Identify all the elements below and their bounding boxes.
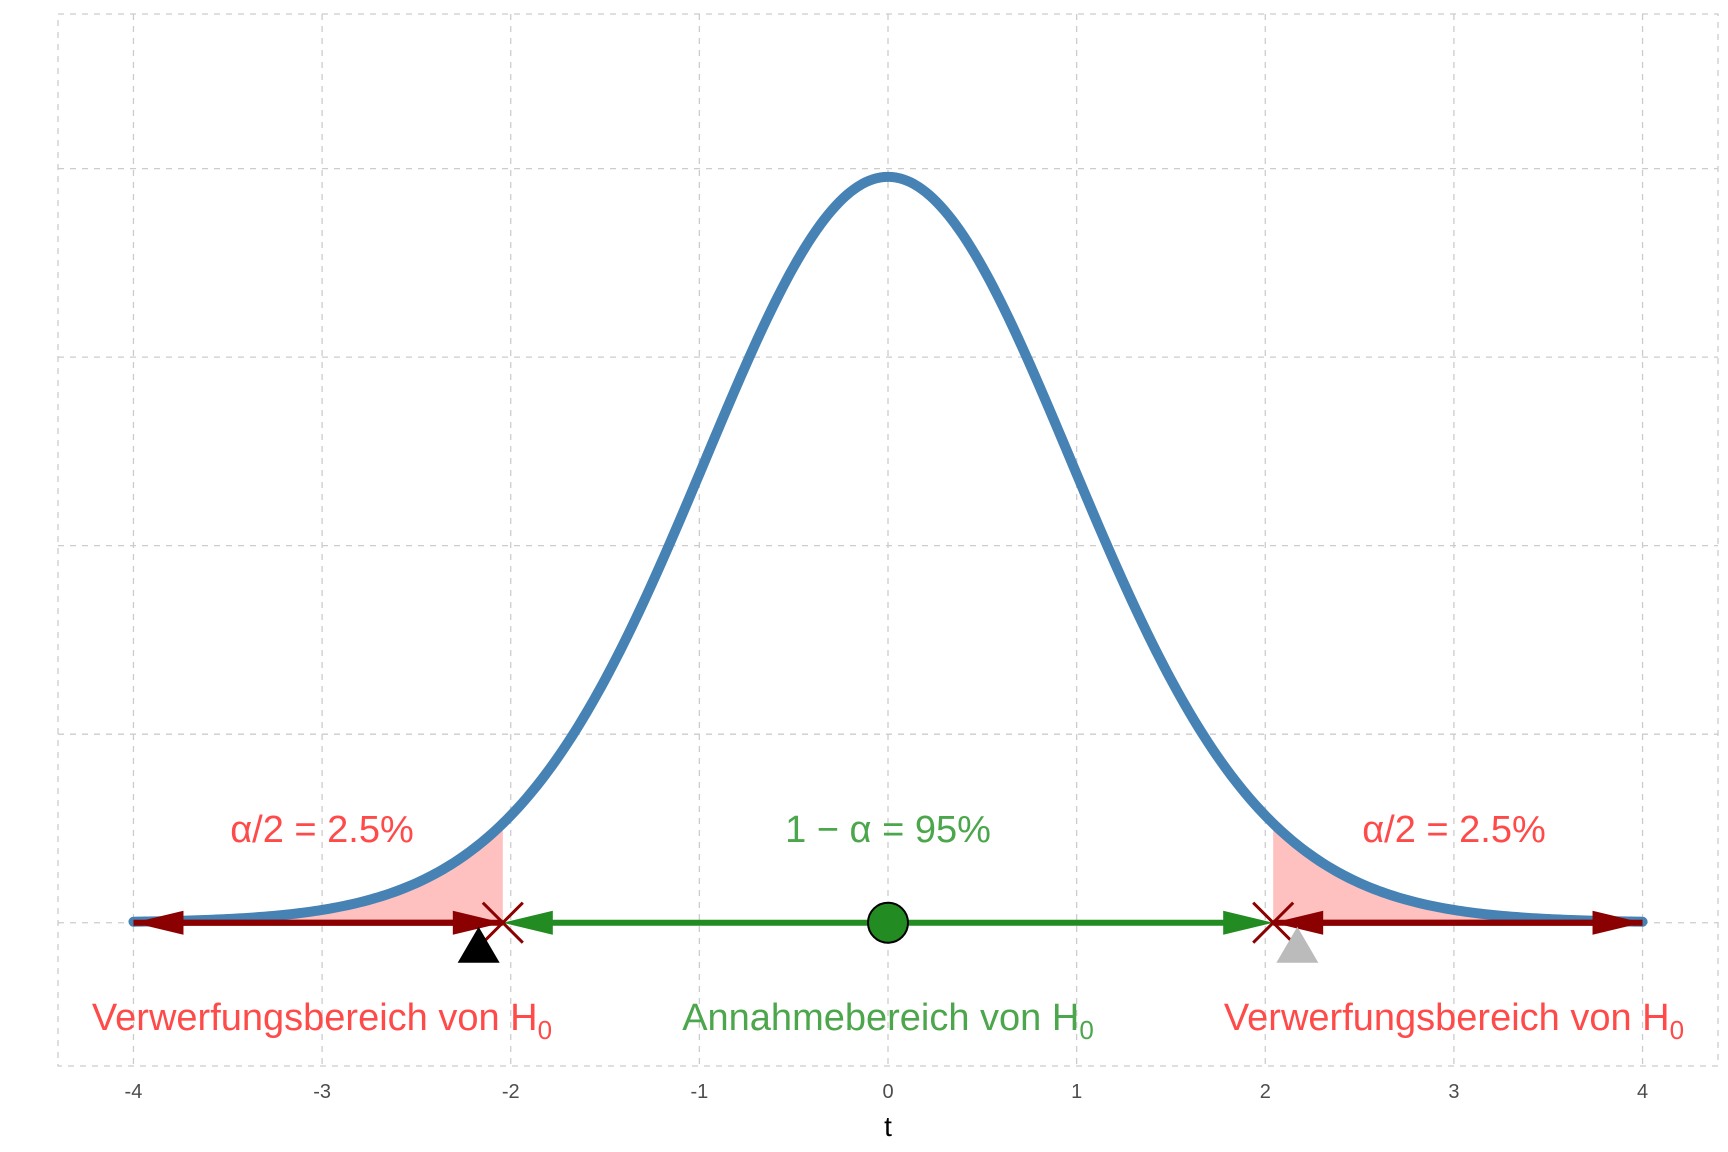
x-tick-label-2: -2 [502,1081,520,1103]
right-region-subscript: 0 [1670,1015,1684,1045]
center-point-marker [868,903,908,943]
center-region-label: Annahmebereich von H0 [682,997,1094,1045]
x-tick-label-7: 3 [1448,1081,1459,1103]
center-region-subscript: 0 [1079,1015,1093,1045]
right-alpha-label: α/2 = 2.5% [1362,809,1546,851]
x-tick-label-1: -3 [313,1081,331,1103]
left-alpha-label: α/2 = 2.5% [230,809,414,851]
center-region-text: Annahmebereich von H [682,997,1079,1039]
left-region-label: Verwerfungsbereich von H0 [92,997,552,1045]
x-tick-label-6: 2 [1260,1081,1271,1103]
x-axis-title: t [884,1111,892,1142]
x-tick-label-8: 4 [1637,1081,1648,1103]
right-region-text: Verwerfungsbereich von H [1224,997,1670,1039]
x-axis-ticks: -4 -3 -2 -1 0 1 2 3 4 [125,1081,1649,1103]
center-alpha-label: 1 − α = 95% [785,809,991,851]
right-region-label: Verwerfungsbereich von H0 [1224,997,1684,1045]
x-tick-label-5: 1 [1071,1081,1082,1103]
x-tick-label-0: -4 [125,1081,143,1103]
left-region-subscript: 0 [538,1015,552,1045]
x-tick-label-4: 0 [882,1081,893,1103]
x-tick-label-3: -1 [690,1081,708,1103]
left-region-text: Verwerfungsbereich von H [92,997,538,1039]
